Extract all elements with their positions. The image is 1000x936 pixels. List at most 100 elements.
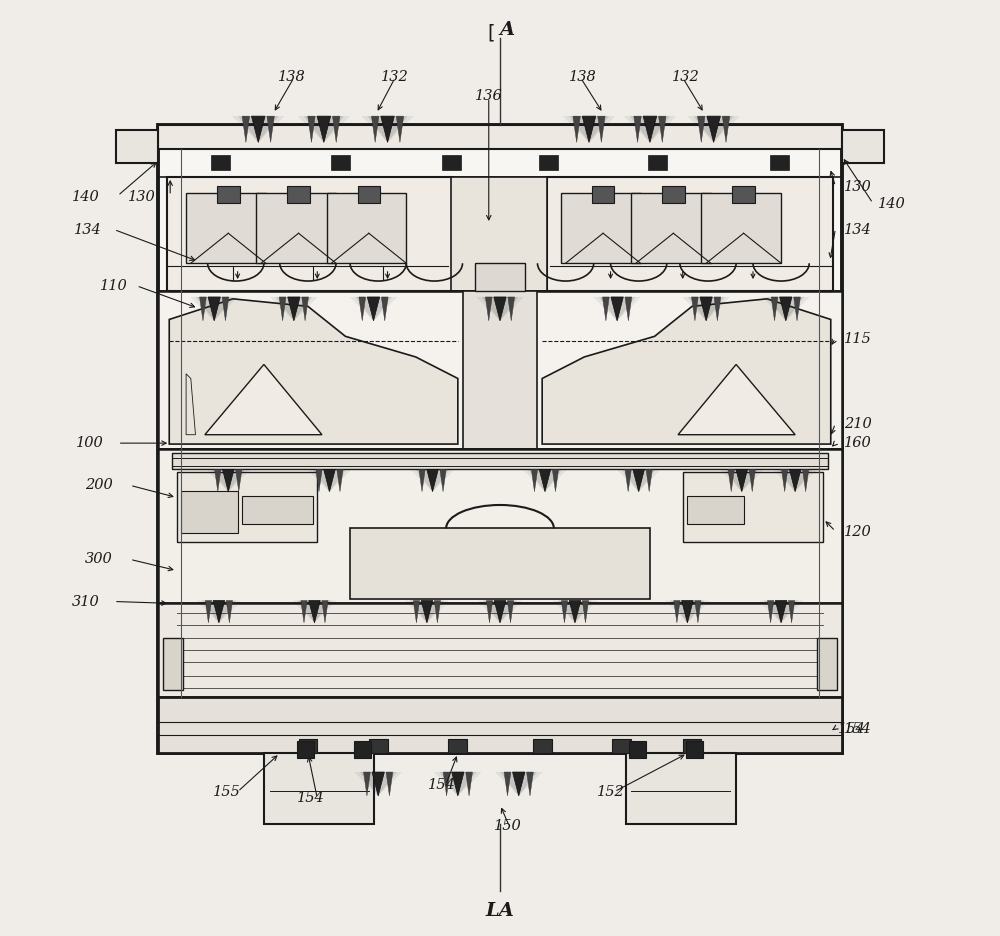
Polygon shape <box>292 601 337 623</box>
Polygon shape <box>211 470 245 492</box>
Bar <box>287 187 310 204</box>
Polygon shape <box>309 601 320 623</box>
Bar <box>297 741 314 758</box>
Text: 155: 155 <box>213 784 240 797</box>
Polygon shape <box>561 601 568 623</box>
Bar <box>350 529 650 599</box>
Polygon shape <box>569 601 581 623</box>
Polygon shape <box>270 298 318 322</box>
Polygon shape <box>222 470 234 492</box>
Bar <box>158 292 842 449</box>
Bar <box>442 155 461 170</box>
Bar <box>701 194 781 264</box>
Polygon shape <box>276 298 312 322</box>
Polygon shape <box>169 300 458 445</box>
Polygon shape <box>297 601 332 623</box>
Polygon shape <box>778 470 812 492</box>
Polygon shape <box>513 772 525 796</box>
Bar <box>662 187 685 204</box>
Polygon shape <box>190 298 238 322</box>
Polygon shape <box>782 470 788 492</box>
Polygon shape <box>371 117 379 143</box>
Polygon shape <box>361 117 414 143</box>
Polygon shape <box>725 470 759 492</box>
Bar <box>683 739 701 753</box>
Polygon shape <box>396 117 404 143</box>
Bar <box>172 453 828 470</box>
Text: 140: 140 <box>878 197 906 211</box>
Polygon shape <box>354 772 402 796</box>
Polygon shape <box>762 298 810 322</box>
Polygon shape <box>386 772 393 796</box>
Polygon shape <box>687 117 740 143</box>
Polygon shape <box>598 117 605 143</box>
Polygon shape <box>440 470 446 492</box>
Polygon shape <box>196 298 232 322</box>
Polygon shape <box>350 298 397 322</box>
Polygon shape <box>728 470 734 492</box>
Bar <box>842 131 884 164</box>
Polygon shape <box>205 601 212 623</box>
Bar <box>533 739 552 753</box>
Bar <box>686 741 703 758</box>
Bar <box>181 491 238 534</box>
Polygon shape <box>700 298 712 322</box>
Text: 138: 138 <box>278 70 306 83</box>
Polygon shape <box>688 298 724 322</box>
Polygon shape <box>767 601 774 623</box>
Polygon shape <box>759 601 803 623</box>
Text: 138: 138 <box>569 70 596 83</box>
Polygon shape <box>307 470 352 492</box>
Polygon shape <box>302 298 308 322</box>
Text: 132: 132 <box>381 70 409 83</box>
Polygon shape <box>279 298 286 322</box>
Polygon shape <box>719 470 764 492</box>
Bar <box>158 126 842 753</box>
Text: 154: 154 <box>428 778 456 791</box>
Text: 152: 152 <box>597 784 624 797</box>
Polygon shape <box>466 772 472 796</box>
Polygon shape <box>443 772 450 796</box>
Text: 210: 210 <box>844 417 872 430</box>
Bar <box>451 178 547 292</box>
Polygon shape <box>670 601 704 623</box>
Polygon shape <box>381 298 388 322</box>
Bar <box>475 264 525 292</box>
Text: 160: 160 <box>844 436 872 449</box>
Polygon shape <box>695 601 701 623</box>
Polygon shape <box>298 117 350 143</box>
Polygon shape <box>507 601 514 623</box>
Text: 136: 136 <box>475 89 503 102</box>
Polygon shape <box>523 470 567 492</box>
Polygon shape <box>749 470 755 492</box>
Bar <box>158 150 842 178</box>
Bar <box>539 155 558 170</box>
Polygon shape <box>486 601 493 623</box>
Polygon shape <box>308 117 315 143</box>
Polygon shape <box>646 470 652 492</box>
Polygon shape <box>643 117 657 143</box>
Bar <box>612 739 631 753</box>
Polygon shape <box>542 300 831 445</box>
Bar <box>331 155 350 170</box>
Text: 140: 140 <box>72 190 100 203</box>
Polygon shape <box>410 470 455 492</box>
Polygon shape <box>599 298 635 322</box>
Polygon shape <box>682 601 693 623</box>
Bar <box>354 741 371 758</box>
Polygon shape <box>794 298 800 322</box>
Polygon shape <box>573 117 580 143</box>
Bar <box>626 753 736 824</box>
Polygon shape <box>337 470 343 492</box>
Polygon shape <box>593 298 641 322</box>
Polygon shape <box>205 365 322 435</box>
Bar <box>158 604 842 697</box>
Polygon shape <box>483 601 517 623</box>
Polygon shape <box>552 470 559 492</box>
Polygon shape <box>788 601 795 623</box>
Bar <box>177 473 317 543</box>
Polygon shape <box>485 298 492 322</box>
Text: 300: 300 <box>85 552 113 565</box>
Polygon shape <box>698 117 705 143</box>
Polygon shape <box>659 117 666 143</box>
